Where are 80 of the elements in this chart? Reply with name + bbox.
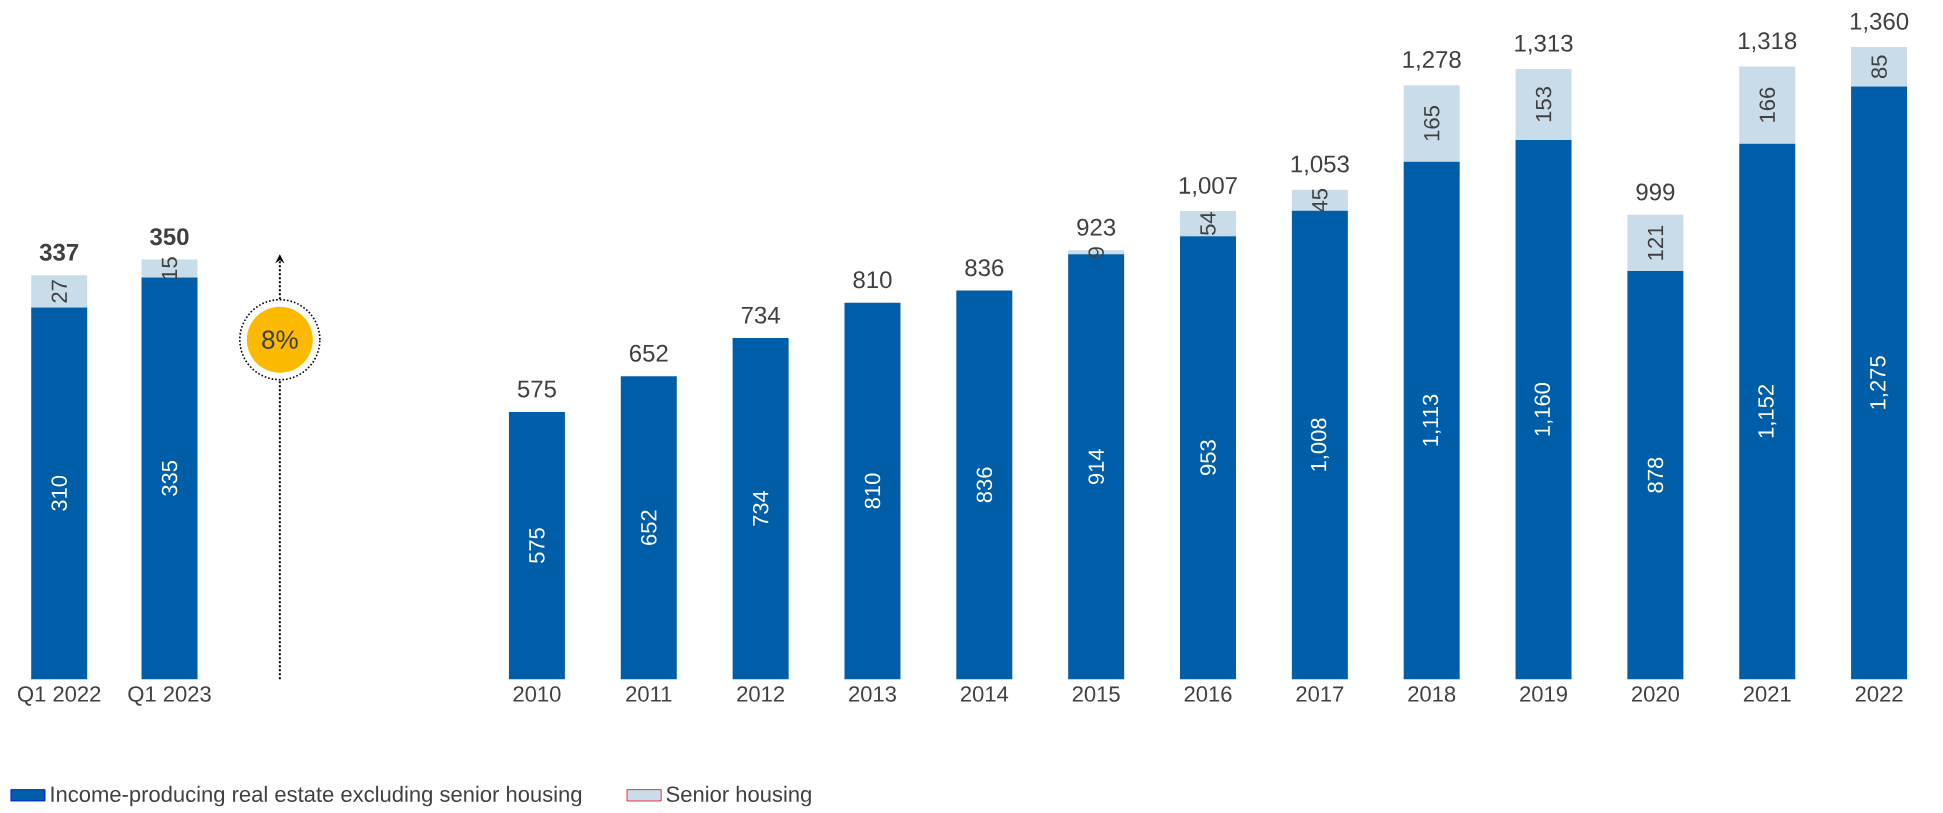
bar	[1851, 86, 1908, 680]
x-tick-label: 2016	[1184, 686, 1232, 702]
data-label: 335	[161, 460, 178, 496]
bar	[844, 302, 901, 680]
x-tick-label: 2017	[1296, 686, 1344, 702]
x-tick-label: 2020	[1632, 686, 1679, 702]
bar	[732, 337, 789, 680]
data-label: 810	[864, 473, 881, 509]
data-label: 652	[641, 510, 657, 545]
total-label: 652	[629, 344, 668, 362]
x-tick-label: 2021	[1743, 686, 1791, 702]
bar	[1403, 161, 1460, 680]
data-label: 166	[1759, 87, 1776, 122]
data-label: 54	[1200, 212, 1216, 235]
bar	[1180, 236, 1237, 680]
total-label: 1,007	[1179, 176, 1237, 197]
bar	[508, 411, 565, 680]
bar	[141, 259, 198, 278]
data-label: 1,113	[1422, 394, 1441, 446]
x-tick-label: 2010	[513, 686, 561, 702]
data-label: 1,152	[1758, 384, 1777, 438]
bar	[1291, 189, 1348, 211]
bar	[1739, 66, 1796, 144]
data-label: 836	[976, 467, 993, 503]
x-tick-label: 2018	[1408, 686, 1456, 702]
data-label: 1,275	[1870, 356, 1889, 409]
total-label: 836	[965, 259, 1004, 277]
text: 8%	[262, 330, 298, 349]
total-label: 575	[517, 380, 556, 398]
bar	[1739, 143, 1796, 680]
data-label: 45	[1312, 188, 1328, 212]
bar	[1403, 85, 1460, 162]
total-label: 923	[1077, 218, 1116, 236]
x-tick-label: 2022	[1855, 686, 1903, 702]
data-label: 310	[51, 475, 67, 511]
total-label: 1,278	[1403, 50, 1461, 71]
total-label: 999	[1636, 183, 1675, 201]
data-label: 878	[1647, 457, 1664, 493]
x-tick-label: 2012	[737, 686, 784, 702]
x-tick-label: Q1 2022	[18, 686, 101, 706]
total-label: 810	[853, 271, 892, 289]
x-tick-label: 2014	[960, 686, 1009, 702]
bar	[620, 376, 677, 680]
bar	[956, 290, 1013, 680]
x-tick-label: 2011	[626, 686, 672, 702]
total-label: 1,360	[1850, 12, 1909, 33]
total-label: 734	[741, 306, 780, 324]
data-label: 734	[752, 490, 769, 526]
x-tick-label: 2013	[849, 686, 896, 702]
x-tick-label: 2019	[1520, 686, 1567, 702]
bar	[31, 307, 88, 680]
data-label: 1,160	[1534, 382, 1553, 436]
data-label: 15	[161, 257, 178, 280]
x-tick-label: 2015	[1072, 686, 1120, 702]
bar	[1627, 214, 1684, 271]
bar	[1291, 210, 1348, 680]
data-label: 575	[529, 528, 545, 563]
data-label: 121	[1647, 225, 1664, 260]
legend-label: Senior housing	[666, 785, 811, 807]
bar	[1627, 270, 1684, 680]
total-label: 1,318	[1739, 32, 1797, 53]
total-label: 1,053	[1291, 155, 1349, 176]
data-label: 153	[1535, 86, 1552, 122]
x-tick-label: Q1 2023	[128, 686, 211, 706]
data-label: 27	[51, 280, 67, 303]
bar	[1851, 46, 1908, 87]
bar	[1180, 211, 1237, 237]
data-label: 9	[1088, 247, 1104, 258]
data-label: 165	[1423, 106, 1440, 141]
data-label: 85	[1871, 55, 1887, 78]
bar	[31, 275, 88, 308]
legend-label: Income-producing real estate excluding senior housing	[51, 785, 582, 807]
total-label: 350	[150, 228, 189, 246]
bar	[1515, 139, 1572, 680]
data-label: 953	[1200, 440, 1216, 475]
bar	[1515, 68, 1572, 140]
total-label: 1,313	[1515, 34, 1573, 55]
data-label: 914	[1088, 448, 1104, 484]
total-label: 337	[39, 243, 79, 261]
data-label: 1,008	[1310, 418, 1329, 471]
